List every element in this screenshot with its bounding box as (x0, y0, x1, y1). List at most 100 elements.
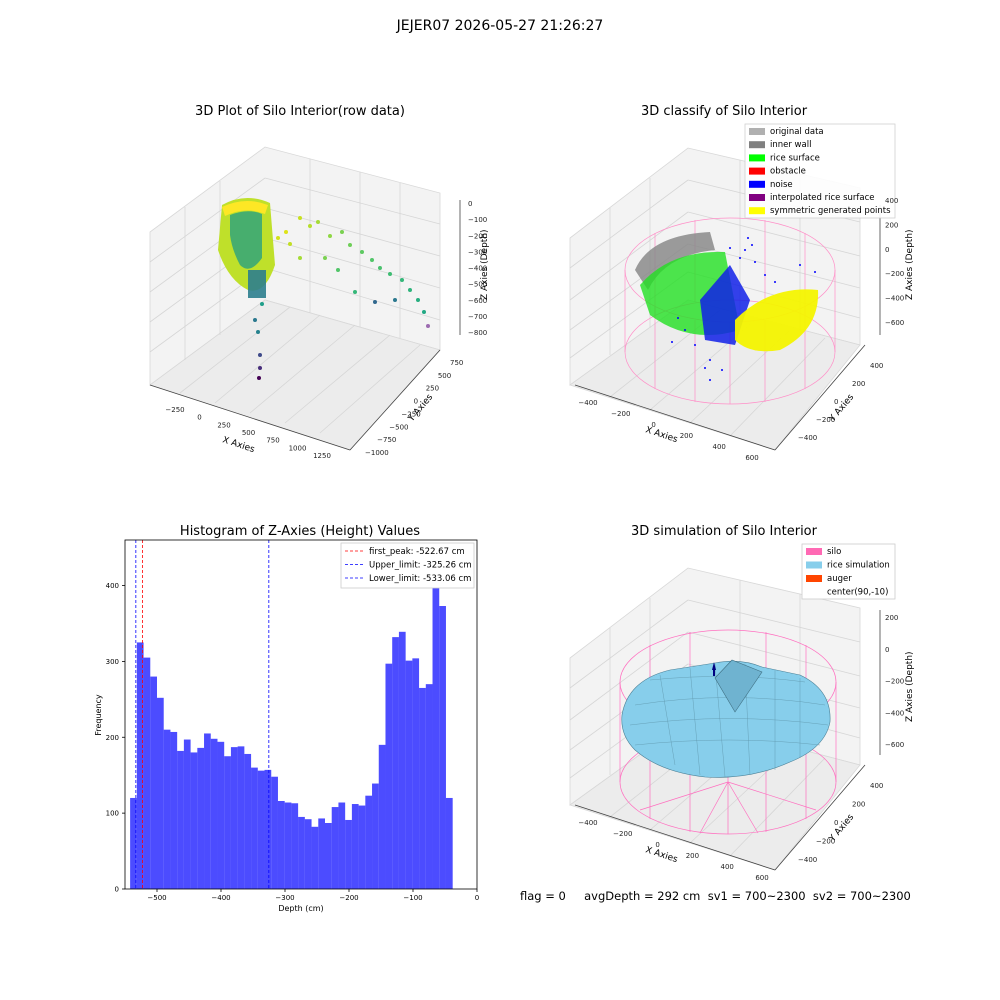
legend-swatch (806, 548, 822, 555)
histogram-bar (291, 803, 299, 889)
panel4-legend-items: silo rice simulation auger center(90,-10) (806, 547, 890, 598)
x-tick-label: 400 (713, 443, 726, 451)
figure-title: JEJER07 2026-05-27 21:26:27 (396, 18, 604, 34)
legend-label: center(90,-10) (827, 588, 888, 598)
scatter-point (284, 230, 288, 234)
panel4-legend: silo rice simulation auger center(90,-10) (801, 543, 896, 600)
noise-point (704, 367, 706, 369)
histogram-bar (217, 741, 225, 889)
histogram-bar (251, 767, 258, 889)
noise-point (694, 344, 696, 346)
histogram-vlines (135, 540, 270, 889)
legend-swatch (749, 141, 765, 149)
noise-point (729, 247, 731, 249)
z-tick-label: 400 (885, 197, 898, 205)
histogram-bar (318, 818, 325, 889)
histogram-xlabel: Depth (cm) (278, 904, 323, 913)
panel1-ring-top (222, 200, 268, 216)
z-tick-label: 200 (885, 221, 898, 229)
histogram-bar (150, 676, 157, 889)
x-tick-label: −300 (275, 894, 294, 902)
legend-swatch (806, 561, 822, 569)
panel2-yticks: 400 200 0 −200 −400 (798, 362, 883, 442)
scatter-point (323, 256, 327, 260)
histogram-bar (170, 731, 178, 889)
y-tick-label: 250 (426, 385, 439, 393)
legend-label: Upper_limit: -325.26 cm (369, 561, 472, 571)
z-tick-label: 200 (885, 614, 898, 622)
scatter-point (253, 318, 257, 322)
histogram-bar (271, 776, 278, 889)
histogram-bar (130, 797, 137, 889)
legend-label: auger (827, 574, 852, 584)
x-tick-label: −400 (578, 819, 597, 827)
histogram-bar (224, 756, 231, 889)
y-tick-label: 0 (414, 398, 418, 406)
panel2-xticks: −400 −200 0 200 400 600 (578, 399, 758, 462)
histogram-bar (439, 606, 446, 889)
histogram-xticks: −500 −400 −300 −200 −100 0 (147, 889, 479, 902)
histogram-bar (210, 738, 218, 889)
x-tick-label: 250 (217, 421, 230, 429)
scatter-point (360, 250, 364, 254)
histogram-legend: first_peak: -522.67 cm Upper_limit: -325.… (340, 542, 475, 589)
y-tick-label: 750 (450, 359, 463, 367)
noise-point (709, 359, 711, 361)
scatter-point (422, 310, 426, 314)
z-tick-label: −200 (885, 678, 904, 686)
y-tick-label: 200 (106, 734, 119, 742)
histogram-bar (405, 660, 413, 889)
x-tick-label: 0 (475, 894, 479, 902)
y-tick-label: 200 (852, 380, 865, 388)
histogram-bar (372, 783, 379, 889)
noise-point (677, 317, 679, 319)
x-tick-label: −400 (578, 399, 597, 407)
panel2-symmetric-points (735, 289, 819, 352)
scatter-point (260, 302, 264, 306)
noise-point (814, 271, 816, 273)
histogram-bar (244, 753, 252, 889)
y-tick-label: −1000 (365, 449, 389, 457)
status-footer: flag = 0 avgDepth = 292 cm sv1 = 700~230… (520, 889, 911, 903)
panel4-3d-plot: silo rice simulation auger center(90,-10) −… (569, 543, 915, 882)
histogram-bar (351, 804, 359, 889)
scatter-point (373, 300, 377, 304)
scatter-point (348, 243, 352, 247)
panel2-legend: original data inner wall rice surface obsta… (744, 123, 896, 219)
histogram-bar (257, 770, 265, 889)
z-tick-label: 0 (885, 246, 889, 254)
legend-label: inner wall (770, 140, 811, 150)
scatter-point (370, 258, 374, 262)
noise-point (751, 244, 753, 246)
histogram-bar (183, 739, 191, 889)
legend-label: rice surface (770, 153, 820, 163)
scatter-point (298, 256, 302, 260)
x-tick-label: 1250 (313, 452, 331, 460)
scatter-point (308, 224, 312, 228)
y-tick-label: 400 (870, 782, 883, 790)
z-tick-label: −400 (468, 265, 487, 273)
scatter-point (258, 366, 262, 370)
x-tick-label: 0 (651, 421, 655, 429)
scatter-point (328, 234, 332, 238)
panel1-yticks: 750 500 250 0 −250 −500 −750 −1000 (365, 359, 463, 457)
legend-label: Lower_limit: -533.06 cm (369, 574, 471, 584)
noise-point (709, 379, 711, 381)
y-tick-label: 0 (115, 886, 119, 894)
histogram-ylabel: Frequency (94, 694, 103, 736)
histogram-bar (412, 658, 420, 889)
histogram-bar (325, 822, 332, 889)
legend-swatch (749, 167, 765, 175)
y-tick-label: −500 (389, 423, 408, 431)
histogram-bar (331, 807, 339, 889)
y-tick-label: 200 (852, 801, 865, 809)
noise-point (764, 274, 766, 276)
histogram-bar (398, 631, 406, 889)
legend-label: noise (770, 180, 793, 190)
panel4-ylabel: Y Axies (827, 812, 856, 844)
histogram-bar (385, 663, 393, 889)
z-tick-label: −300 (468, 248, 487, 256)
histogram-title: Histogram of Z-Axies (Height) Values (179, 524, 421, 539)
legend-swatch (806, 575, 822, 582)
panel1-ring-inner (230, 211, 262, 269)
